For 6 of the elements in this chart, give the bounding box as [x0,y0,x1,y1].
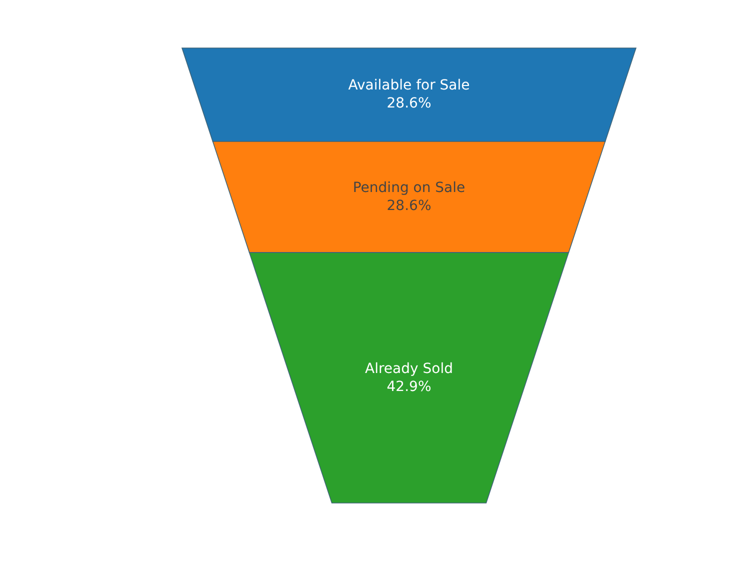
category-label: Already Sold [365,360,453,377]
category-label: Available for Sale [348,78,470,94]
data-label: 28.6% [386,96,432,112]
category-label: Pending on Sale [352,180,466,196]
data-label: 42.9% [386,378,432,395]
data-label: 28.6% [386,198,432,214]
